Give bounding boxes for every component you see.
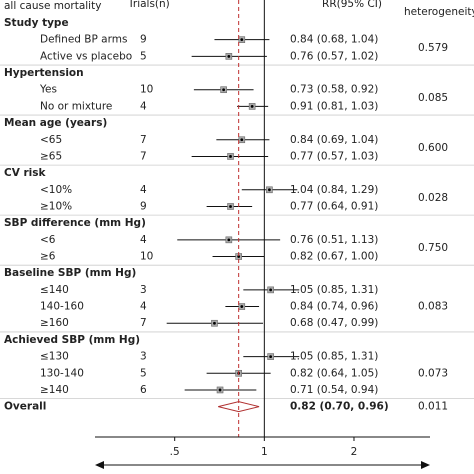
point-center [229, 205, 232, 208]
trials: 10 [140, 251, 153, 263]
value-label: 1.04 (0.84, 1.29) [290, 184, 378, 196]
trials: 7 [140, 134, 147, 146]
row-label: ≤140 [40, 284, 69, 296]
point-center [250, 105, 254, 108]
row-label: <6 [40, 234, 56, 246]
trials: 7 [140, 150, 147, 162]
row-label: Yes [39, 84, 57, 96]
heterogeneity-header: heterogeneity [404, 6, 474, 18]
x-tick-label: 2 [351, 446, 358, 458]
estimate-header: RR(95% CI) [322, 0, 382, 10]
trials-header: Trials(n) [127, 0, 170, 10]
p-heterogeneity: 0.083 [418, 301, 448, 313]
row-label: Defined BP arms [40, 34, 127, 46]
point-center [240, 305, 244, 308]
value-label: 1.05 (0.85, 1.31) [290, 284, 378, 296]
value-label: 0.82 (0.67, 1.00) [290, 251, 378, 263]
value-label: 0.82 (0.64, 1.05) [290, 367, 378, 379]
row-label: <65 [40, 134, 62, 146]
trials: 5 [140, 367, 147, 379]
row-label: Active vs placebo [40, 50, 132, 62]
point-center [213, 321, 216, 325]
p-heterogeneity: 0.073 [418, 367, 448, 379]
p-heterogeneity: 0.600 [418, 142, 448, 154]
row-label: No or mixture [40, 100, 112, 112]
trials: 4 [140, 301, 147, 313]
p-heterogeneity: 0.750 [418, 242, 448, 254]
row-label: ≥10% [40, 200, 72, 212]
point-center [227, 238, 231, 242]
point-center [227, 54, 231, 58]
point-center [237, 255, 241, 258]
point-center [269, 355, 273, 358]
trials: 3 [140, 351, 147, 363]
point-center [240, 138, 244, 142]
overall-label: Overall [4, 401, 46, 413]
group-name: SBP difference (mm Hg) [4, 217, 146, 229]
row-label: ≥6 [40, 251, 56, 263]
trials: 4 [140, 100, 147, 112]
row-label: 140-160 [40, 301, 84, 313]
x-tick-label: .5 [170, 446, 180, 458]
value-label: 1.05 (0.85, 1.31) [290, 351, 378, 363]
group-name: Hypertension [4, 67, 84, 79]
value-label: 0.77 (0.57, 1.03) [290, 150, 378, 162]
point-center [229, 155, 232, 158]
trials: 4 [140, 184, 147, 196]
row-label: ≥140 [40, 384, 69, 396]
subgroup-header: all cause mortality [4, 0, 101, 12]
trials: 9 [140, 34, 147, 46]
overall-value-label: 0.82 (0.70, 0.96) [290, 401, 389, 413]
trials: 9 [140, 200, 147, 212]
p-heterogeneity: 0.028 [418, 192, 448, 204]
value-label: 0.71 (0.54, 0.94) [290, 384, 378, 396]
p-heterogeneity: 0.579 [418, 42, 448, 54]
p-heterogeneity: 0.085 [418, 92, 448, 104]
value-label: 0.84 (0.69, 1.04) [290, 134, 378, 146]
row-label: 130-140 [40, 367, 84, 379]
trials: 10 [140, 84, 153, 96]
value-label: 0.73 (0.58, 0.92) [290, 84, 378, 96]
row-label: ≤130 [40, 351, 69, 363]
group-name: Baseline SBP (mm Hg) [4, 267, 136, 279]
overall-p: 0.011 [418, 401, 448, 413]
value-label: 0.84 (0.68, 1.04) [290, 34, 378, 46]
value-label: 0.76 (0.51, 1.13) [290, 234, 378, 246]
value-label: 0.84 (0.74, 0.96) [290, 301, 378, 313]
trials: 5 [140, 50, 147, 62]
point-center [218, 388, 222, 392]
point-center [269, 288, 273, 292]
point-center [268, 188, 271, 192]
group-name: CV risk [4, 167, 47, 179]
row-label: <10% [40, 184, 72, 196]
group-name: Achieved SBP (mm Hg) [4, 334, 140, 346]
trials: 3 [140, 284, 147, 296]
row-label: ≥160 [40, 317, 69, 329]
direction-arrow [95, 461, 430, 469]
row-label: ≥65 [40, 150, 62, 162]
group-name: Mean age (years) [4, 117, 107, 129]
value-label: 0.91 (0.81, 1.03) [290, 100, 378, 112]
x-tick-label: 1 [261, 446, 268, 458]
value-label: 0.68 (0.47, 0.99) [290, 317, 378, 329]
trials: 7 [140, 317, 147, 329]
trials: 4 [140, 234, 147, 246]
value-label: 0.76 (0.57, 1.02) [290, 50, 378, 62]
value-label: 0.77 (0.64, 0.91) [290, 200, 378, 212]
point-center [240, 38, 244, 42]
trials: 6 [140, 384, 147, 396]
group-name: Study type [4, 17, 69, 29]
point-center [222, 88, 226, 92]
